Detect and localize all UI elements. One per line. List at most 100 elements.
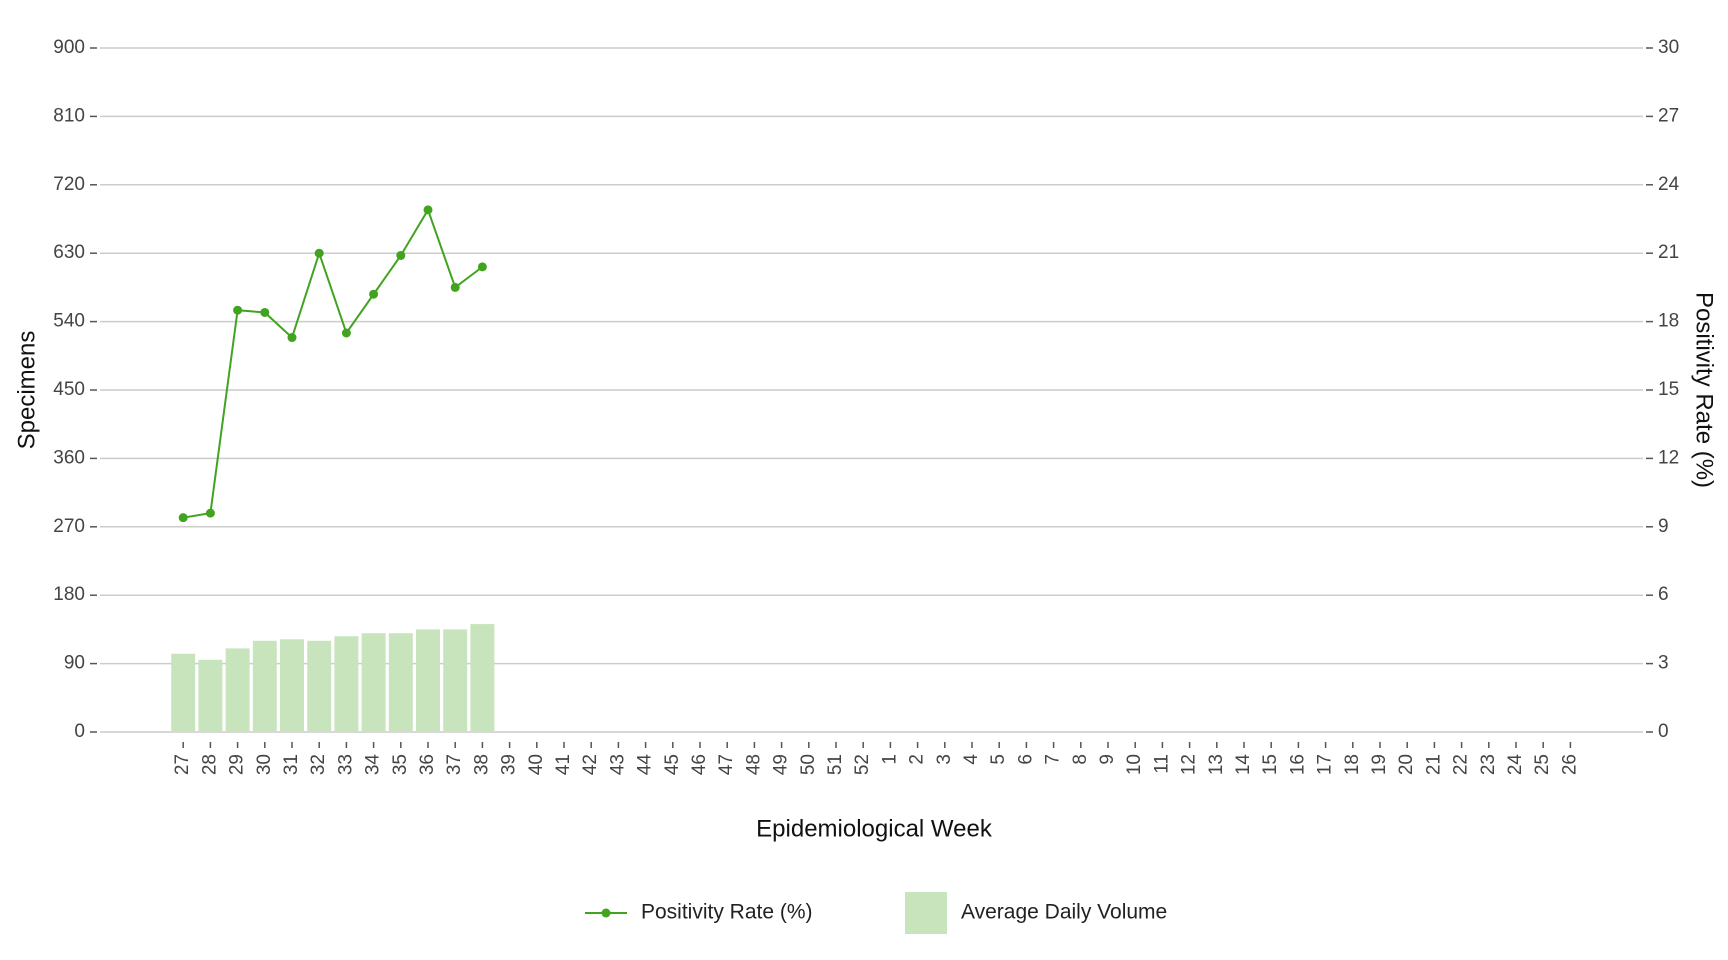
x-tick-label: 1: [879, 754, 900, 765]
y-tick-label: 0: [74, 721, 85, 742]
bar: [307, 640, 332, 732]
y-tick-label: 540: [53, 311, 85, 332]
bar: [470, 624, 495, 732]
x-tick-label: 11: [1151, 754, 1172, 774]
point: [233, 305, 243, 315]
x-tick-label: 51: [825, 754, 846, 775]
x-tick-label: 42: [580, 754, 601, 775]
y2-tick-label: 3: [1658, 653, 1669, 674]
point: [477, 262, 487, 272]
x-tick-label: 41: [553, 754, 574, 775]
y2-tick-label: 21: [1658, 242, 1679, 263]
y-tick-label: 720: [53, 174, 85, 195]
x-tick-label: 40: [526, 754, 547, 775]
x-tick-label: 3: [934, 754, 955, 765]
y2-tick-label: 24: [1658, 174, 1680, 195]
x-tick-label: 10: [1124, 754, 1145, 775]
y2-tick-label: 0: [1658, 721, 1669, 742]
x-tick-label: 43: [607, 754, 628, 775]
point: [260, 307, 270, 317]
point: [287, 333, 297, 343]
y-axis-title: Specimens: [13, 331, 40, 450]
line: [183, 207, 484, 519]
x-axis-title: Epidemiological Week: [756, 815, 993, 842]
x-tick-label: 31: [281, 754, 302, 775]
bar: [416, 629, 440, 732]
x-tick-label: 17: [1315, 754, 1336, 775]
x-tick-label: 21: [1423, 754, 1444, 775]
x-tick-label: 14: [1233, 754, 1254, 776]
y-tick-label: 270: [53, 516, 85, 537]
y2-tick-label: 6: [1658, 584, 1669, 605]
x-tick-label: 19: [1369, 754, 1390, 775]
bar: [171, 653, 196, 732]
point: [423, 205, 433, 215]
legend-point: [601, 908, 611, 918]
x-tick-label: 25: [1532, 754, 1553, 775]
y2-tick-label: 15: [1658, 379, 1679, 400]
x-tick-label: 24: [1505, 754, 1526, 776]
point: [314, 248, 324, 258]
y-tick-label: 450: [53, 379, 85, 400]
y-tick-label: 90: [64, 653, 85, 674]
x-tick-label: 38: [471, 754, 492, 775]
x-tick-label: 20: [1396, 754, 1417, 775]
x-tick-label: 32: [308, 754, 329, 775]
x-tick-label: 23: [1478, 754, 1499, 775]
x-tick-label: 46: [689, 754, 710, 775]
x-tick-label: 52: [852, 754, 873, 775]
bar: [388, 633, 413, 732]
y2-axis-title: Positivity Rate (%): [1691, 292, 1718, 488]
x-tick-label: 8: [1070, 754, 1091, 765]
x-tick-label: 26: [1559, 754, 1580, 775]
bar: [252, 640, 277, 732]
x-tick-label: 48: [743, 754, 764, 775]
y-tick-label: 900: [53, 37, 85, 58]
point: [178, 513, 188, 523]
bar: [225, 648, 250, 732]
x-tick-label: 37: [444, 754, 465, 775]
y-tick-label: 630: [53, 242, 85, 263]
x-tick-label: 35: [390, 754, 411, 775]
bar: [334, 636, 359, 732]
x-tick-label: 4: [961, 754, 982, 765]
y-tick-label: 360: [53, 447, 85, 468]
x-tick-label: 44: [635, 754, 656, 776]
point: [450, 282, 460, 292]
x-tick-label: 36: [417, 754, 438, 775]
x-tick-label: 34: [363, 754, 384, 776]
x-tick-label: 45: [662, 754, 683, 775]
bar: [443, 629, 468, 732]
y2-tick-label: 9: [1658, 516, 1669, 537]
x-tick-label: 29: [227, 754, 248, 775]
x-tick-label: 15: [1260, 754, 1281, 775]
x-tick-label: 5: [988, 754, 1009, 765]
x-tick-label: 33: [335, 754, 356, 775]
x-tick-label: 30: [254, 754, 275, 775]
x-tick-label: 39: [499, 754, 520, 775]
x-tick-label: 18: [1342, 754, 1363, 775]
x-tick-label: 2: [907, 754, 928, 765]
x-tick-label: 28: [199, 754, 220, 775]
y2-tick-label: 12: [1658, 447, 1679, 468]
y2-tick-label: 18: [1658, 311, 1679, 332]
x-tick-label: 27: [172, 754, 193, 775]
bar: [361, 633, 386, 732]
x-tick-label: 47: [716, 754, 737, 775]
x-tick-label: 22: [1451, 754, 1472, 775]
point: [369, 289, 379, 299]
point: [341, 328, 351, 338]
y-tick-label: 810: [53, 105, 85, 126]
x-tick-label: 13: [1206, 754, 1227, 775]
y2-tick-label: 27: [1658, 105, 1679, 126]
legend-label: Average Daily Volume: [961, 901, 1167, 924]
legend-swatch: [905, 892, 947, 934]
x-tick-label: 9: [1097, 754, 1118, 765]
bar: [280, 639, 304, 732]
point: [205, 508, 215, 518]
y-tick-label: 180: [53, 584, 85, 605]
legend-label: Positivity Rate (%): [641, 901, 813, 924]
x-tick-label: 49: [771, 754, 792, 775]
x-tick-label: 50: [798, 754, 819, 775]
